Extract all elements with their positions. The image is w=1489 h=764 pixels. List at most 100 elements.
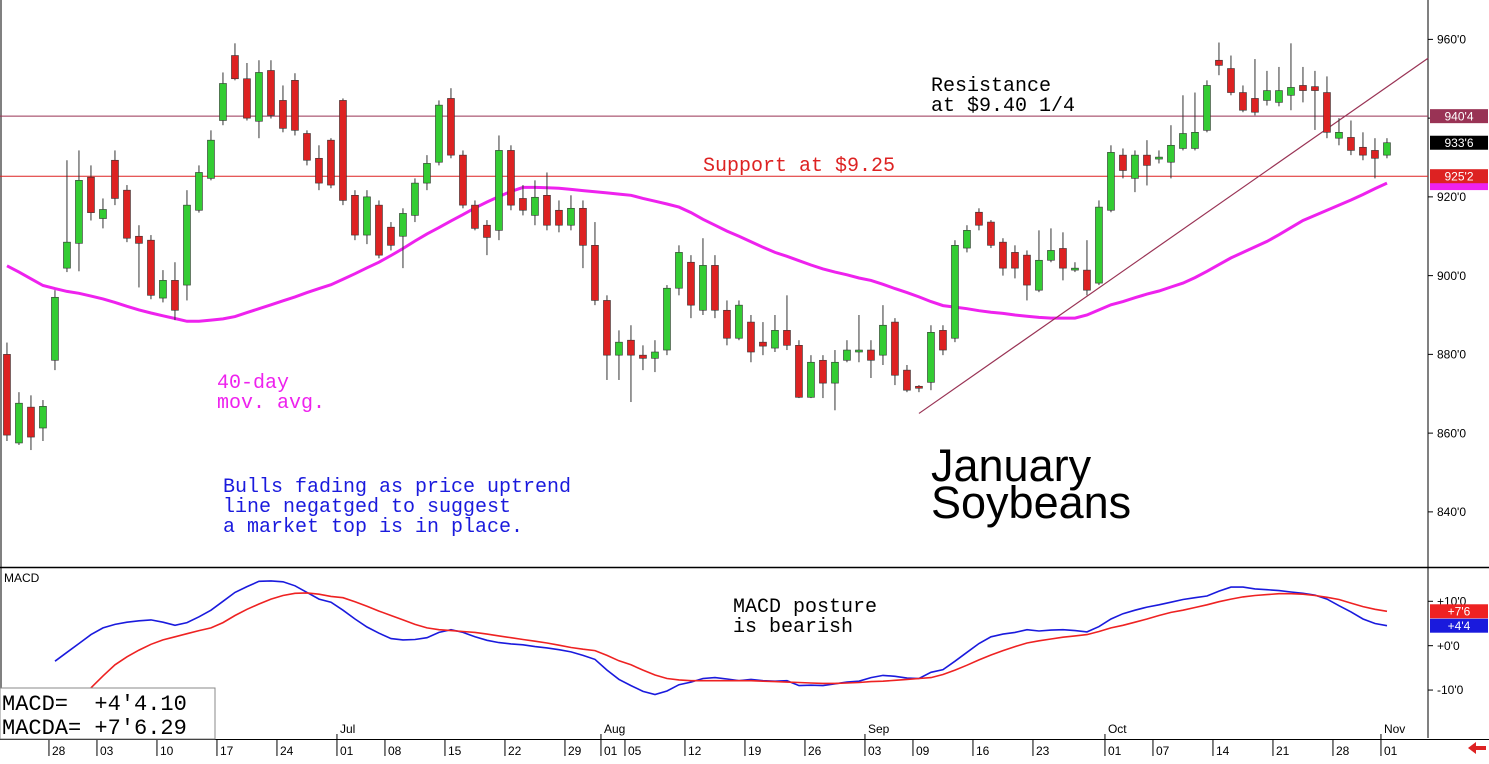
candle-body <box>327 139 335 186</box>
candle-body <box>147 239 155 296</box>
candle-body <box>999 241 1007 269</box>
x-tick-label: 01 <box>604 744 618 758</box>
y-tick-label: -10'0 <box>1437 683 1464 697</box>
candle-body <box>843 349 851 361</box>
candle-body <box>39 406 47 429</box>
candle-body <box>951 245 959 339</box>
moving-average-label: 40-day <box>217 372 289 395</box>
candle-body <box>723 309 731 339</box>
candle-body <box>1383 142 1391 156</box>
y-tick-label: 860'0 <box>1437 426 1466 440</box>
annotation: line negatged to suggest <box>223 496 511 519</box>
candle-body <box>135 235 143 244</box>
candle-body <box>927 332 935 383</box>
annotation: Resistance <box>931 75 1051 98</box>
candle-body <box>963 230 971 249</box>
candle-body <box>699 265 707 311</box>
x-tick-label: 09 <box>916 744 930 758</box>
candle-body <box>339 100 347 201</box>
candle-body <box>159 280 167 299</box>
macd-line <box>54 580 1388 696</box>
candle-body <box>1335 132 1343 139</box>
candle-body <box>1059 248 1067 269</box>
x-tick-label: 10 <box>160 744 174 758</box>
candle-body <box>939 330 947 351</box>
annotation: Support at $9.25 <box>703 155 895 178</box>
annotation: is bearish <box>733 616 853 639</box>
x-tick-label: 01 <box>340 744 354 758</box>
candle-body <box>759 341 767 347</box>
candle-body <box>459 154 467 206</box>
candle-body <box>891 321 899 376</box>
month-label: Oct <box>1108 722 1127 736</box>
candle-body <box>123 189 131 239</box>
macd-tag-label: +7'6 <box>1448 604 1471 618</box>
readout-box <box>0 687 216 740</box>
x-tick-label: 01 <box>1384 744 1398 758</box>
candle-body <box>1299 85 1307 91</box>
month-label: Sep <box>868 722 890 736</box>
candle-body <box>495 150 503 231</box>
candle-body <box>771 330 779 349</box>
candle-body <box>267 70 275 116</box>
macd-tag <box>1430 604 1488 619</box>
candle-body <box>987 221 995 246</box>
candle-body <box>27 406 35 438</box>
candle-body <box>315 157 323 184</box>
candle-body <box>411 182 419 216</box>
x-tick-label: 23 <box>1036 744 1050 758</box>
candle-body <box>1119 154 1127 171</box>
x-tick-label: 22 <box>508 744 522 758</box>
candle-body <box>1155 156 1163 160</box>
candle-body <box>507 150 515 206</box>
candle-body <box>447 98 455 156</box>
candle-body <box>303 133 311 161</box>
candle-body <box>3 354 11 436</box>
candle-body <box>1311 86 1319 91</box>
x-tick-label: 12 <box>688 744 702 758</box>
level-tag <box>1430 109 1488 124</box>
panel-label: MACD <box>4 571 40 585</box>
annotation: MACD posture <box>733 596 877 619</box>
level-tag-label: 925'2 <box>1445 169 1474 183</box>
candle-body <box>63 241 71 269</box>
candle-body <box>207 139 215 179</box>
candle-body <box>483 224 491 238</box>
readout: MACDA= +7'6.29 <box>2 716 187 741</box>
x-tick-label: 24 <box>280 744 294 758</box>
x-tick-label: 08 <box>388 744 402 758</box>
candle-body <box>291 80 299 131</box>
scroll-arrow[interactable] <box>1468 742 1486 754</box>
candle-body <box>627 339 635 356</box>
candle-body <box>219 83 227 121</box>
trendline <box>918 57 1429 414</box>
candle-body <box>1215 59 1223 66</box>
candle-body <box>519 198 527 211</box>
candle-body <box>1287 87 1295 96</box>
macd-tag-label: +4'4 <box>1448 619 1471 633</box>
candle-body <box>111 159 119 199</box>
candle-body <box>555 209 563 226</box>
x-tick-label: 05 <box>628 744 642 758</box>
moving-average-label: mov. avg. <box>217 392 325 415</box>
x-tick-label: 15 <box>448 744 462 758</box>
candle-body <box>675 252 683 289</box>
candle-body <box>471 204 479 229</box>
x-tick-label: 28 <box>1336 744 1350 758</box>
candle-body <box>1359 146 1367 156</box>
y-tick-label: 960'0 <box>1437 33 1466 47</box>
candle-body <box>1011 252 1019 269</box>
candle-body <box>435 104 443 163</box>
candle-body <box>1347 137 1355 151</box>
candle-body <box>375 204 383 256</box>
candle-body <box>351 195 359 236</box>
candle-body <box>615 341 623 356</box>
x-tick-label: 03 <box>868 744 882 758</box>
candle-body <box>819 359 827 384</box>
candle-body <box>1143 154 1151 166</box>
candle-body <box>1275 90 1283 103</box>
candle-body <box>1251 98 1259 113</box>
level-tag-label: 940'4 <box>1445 109 1474 123</box>
candle-body <box>831 361 839 384</box>
